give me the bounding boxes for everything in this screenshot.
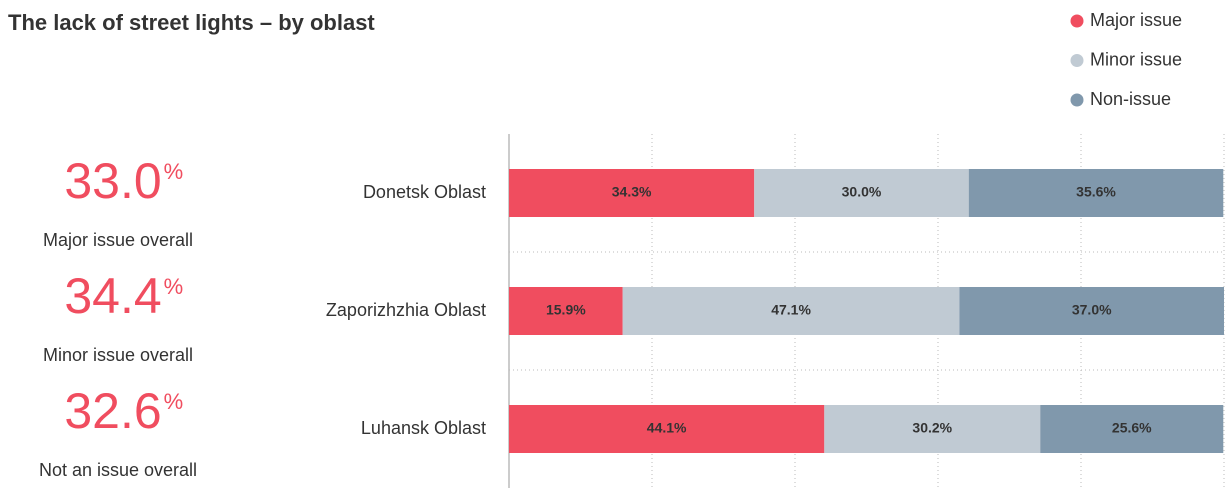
stat-unit: %: [164, 159, 184, 184]
data-label: 35.6%: [1076, 184, 1116, 200]
legend-label: Non-issue: [1090, 89, 1171, 109]
legend-label: Minor issue: [1090, 49, 1182, 69]
data-label: 37.0%: [1072, 302, 1112, 318]
stat-unit: %: [164, 389, 184, 414]
bar-segment: [509, 287, 623, 335]
bar-segment: [622, 287, 960, 335]
bar-segment: [959, 287, 1224, 335]
bar-segment: [509, 405, 825, 453]
bar-segment: [968, 169, 1224, 217]
data-label: 15.9%: [546, 302, 586, 318]
bar-segment: [1040, 405, 1224, 453]
y-tick-label: Zaporizhzhia Oblast: [326, 300, 486, 320]
legend-swatch: [1070, 14, 1084, 28]
stat-label: Minor issue overall: [43, 345, 193, 365]
chart-title: The lack of street lights – by oblast: [8, 10, 375, 35]
data-label: 25.6%: [1112, 420, 1152, 436]
y-tick-label: Luhansk Oblast: [361, 418, 486, 438]
bar-segment: [509, 169, 755, 217]
stat-label: Major issue overall: [43, 230, 193, 250]
y-tick-label: Donetsk Oblast: [363, 182, 486, 202]
data-label: 47.1%: [771, 302, 811, 318]
stat-value: 32.6: [64, 383, 161, 439]
stat-value: 33.0: [64, 153, 161, 209]
data-label: 30.0%: [842, 184, 882, 200]
legend-swatch: [1070, 93, 1084, 107]
legend-swatch: [1070, 54, 1084, 67]
stat-value: 34.4: [64, 268, 161, 324]
bar-segment: [824, 405, 1041, 453]
data-label: 44.1%: [647, 420, 687, 436]
stat-unit: %: [164, 274, 184, 299]
legend-label: Major issue: [1090, 10, 1182, 30]
data-label: 34.3%: [612, 184, 652, 200]
data-label: 30.2%: [912, 420, 952, 436]
stat-label: Not an issue overall: [39, 460, 197, 480]
bar-segment: [754, 169, 969, 217]
